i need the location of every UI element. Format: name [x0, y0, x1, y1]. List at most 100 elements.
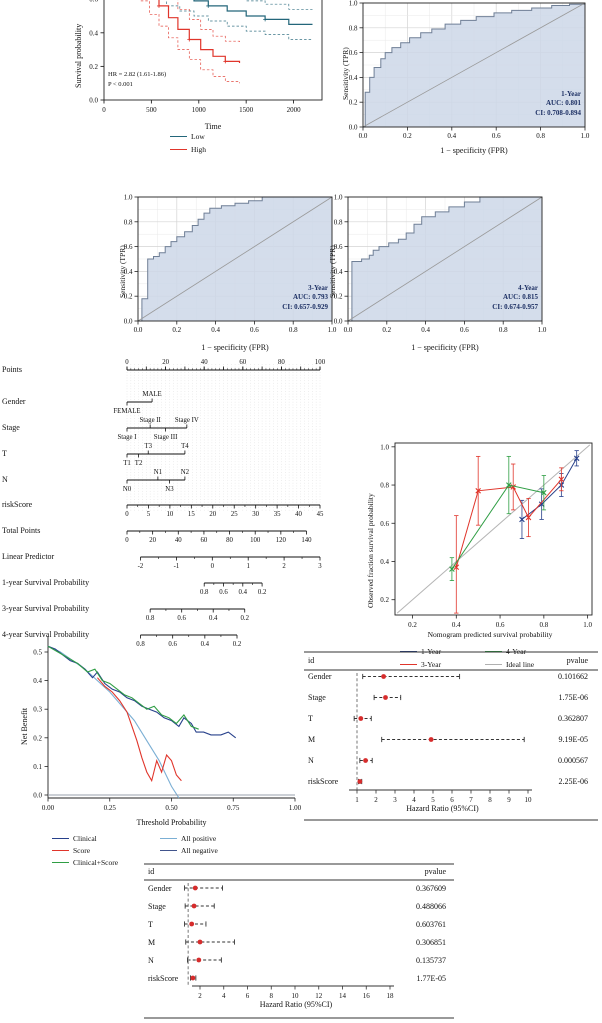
decision-legend-all-positive-line	[160, 838, 177, 839]
svg-text:0.50: 0.50	[165, 804, 178, 812]
forest1-row-id: riskScore	[308, 777, 339, 786]
nomogram-row-label-n: N	[2, 475, 8, 484]
roc4-ci-value: CI: 0.674-0.957	[492, 302, 538, 311]
svg-text:0.2: 0.2	[233, 641, 242, 648]
svg-text:1.0: 1.0	[124, 194, 133, 202]
calibration-plot: 0.2 0.2 0.4 0.4 0.6 0.6 0.8 0.8 1.0 1.0	[380, 442, 592, 629]
km-x-axis-label: Time	[204, 122, 222, 131]
svg-text:12: 12	[315, 992, 323, 1000]
roc1-x-axis-label: 1 − specificity (FPR)	[440, 146, 508, 155]
svg-text:0: 0	[125, 359, 129, 366]
svg-text:60: 60	[201, 537, 208, 544]
svg-text:0.8: 0.8	[136, 641, 145, 648]
forest2-header-id: id	[148, 867, 155, 876]
calibration-legend-4-year-line	[485, 651, 502, 652]
panel-nomogram: 0 20 40 60 80 100 FEMALE MALE Stage I Stage II Sta…	[0, 356, 346, 650]
forest2-row-id: M	[148, 937, 156, 947]
nomogram-row-label-1-year-survival: 1-year Survival Probability	[2, 578, 90, 587]
svg-text:0: 0	[211, 563, 215, 570]
roc1-ci-value: CI: 0.708-0.894	[535, 108, 581, 117]
svg-text:8: 8	[270, 992, 274, 1000]
svg-text:5: 5	[147, 511, 151, 518]
decision-legend-clinical-label: Clinical	[73, 834, 97, 843]
km-legend-item-low: Low	[170, 132, 205, 141]
svg-text:100: 100	[250, 537, 261, 544]
svg-text:0.4: 0.4	[239, 589, 248, 596]
svg-text:T2: T2	[135, 460, 143, 467]
decision-legend-score: Score	[52, 846, 90, 855]
forest1-row-pvalue: 2.25E-06	[558, 777, 588, 786]
svg-text:2: 2	[282, 563, 286, 570]
svg-text:0.1: 0.1	[33, 763, 42, 771]
roc4-auc-value: AUC: 0.815	[503, 293, 538, 302]
svg-text:140: 140	[301, 537, 312, 544]
svg-text:0.4: 0.4	[421, 326, 430, 334]
svg-text:0.8: 0.8	[289, 326, 298, 334]
forest-multivariate-plot: 1 2 3 4 5 6 7 8 9 10	[304, 651, 598, 821]
km-legend-high-label: High	[191, 145, 206, 154]
forest-univariate-plot: 2 4 6 8 10 12 14 16 18	[144, 863, 454, 1019]
panel-forest-univariate: 2 4 6 8 10 12 14 16 18 id pvalue Gender 0.367609…	[140, 858, 458, 1022]
svg-text:0.2: 0.2	[408, 621, 417, 629]
forest1-row-id: M	[308, 735, 316, 744]
forest1-header: id pvalue	[308, 656, 588, 665]
svg-text:14: 14	[339, 992, 347, 1000]
forest1-row-m: M 9.19E-05	[308, 729, 588, 750]
panel-forest-multivariate: 1 2 3 4 5 6 7 8 9 10 id pvalue Gender 0.101662 St…	[300, 650, 602, 828]
svg-text:0.8: 0.8	[349, 24, 358, 32]
svg-text:8: 8	[488, 796, 492, 804]
svg-text:0.2: 0.2	[349, 99, 358, 107]
svg-text:0.8: 0.8	[499, 326, 508, 334]
svg-text:0.8: 0.8	[146, 615, 155, 622]
svg-text:0.8: 0.8	[200, 589, 209, 596]
roc3-y-axis-label: Sensitivity (TPR)	[118, 245, 127, 298]
decision-legend-score-line	[52, 850, 69, 851]
forest1-row-gender: Gender 0.101662	[308, 666, 588, 687]
forest2-row-pvalue: 0.603761	[416, 919, 446, 929]
svg-text:0.00: 0.00	[42, 804, 55, 812]
calibration-legend-1-year-line	[400, 651, 417, 652]
decision-legend-clinical-score: Clinical+Score	[52, 858, 118, 867]
svg-text:2: 2	[198, 992, 202, 1000]
svg-text:0.4: 0.4	[209, 615, 218, 622]
svg-text:N2: N2	[181, 469, 190, 476]
forest2-row-pvalue: 0.367609	[416, 883, 446, 893]
forest1-row-riskscore: riskScore 2.25E-06	[308, 771, 588, 792]
svg-text:20: 20	[209, 511, 216, 518]
svg-text:40: 40	[201, 359, 208, 366]
forest1-row-pvalue: 1.75E-06	[558, 693, 588, 702]
svg-text:FEMALE: FEMALE	[113, 408, 140, 415]
panel-roc-4-year: 0.0 0.0 0.2 0.2 0.4 0.4 0.6 0.6 0.8 0.8 1.0 1.0 Sen…	[320, 190, 565, 362]
svg-text:45: 45	[317, 511, 324, 518]
svg-text:0.4: 0.4	[89, 29, 98, 37]
km-annotation: HR = 2.82 (1.61-1.86) P < 0.001	[108, 70, 166, 90]
svg-text:0.6: 0.6	[250, 326, 259, 334]
roc3-auc-annotation: 3-Year AUC: 0.793 CI: 0.657-0.929	[216, 284, 328, 312]
calibration-y-axis-label: Observed fraction survival probability	[366, 493, 375, 608]
calibration-legend-ideal-line-sample	[485, 664, 502, 665]
svg-text:500: 500	[146, 106, 157, 114]
nomogram-row-label-t: T	[2, 449, 7, 458]
svg-text:6: 6	[246, 992, 250, 1000]
calibration-legend-1-year-label: 1-Year	[421, 647, 442, 656]
forest2-row-n: N 0.135737	[148, 951, 446, 969]
roc3-ci-value: CI: 0.657-0.929	[282, 302, 328, 311]
nomogram-row-label-total-points: Total Points	[2, 526, 41, 535]
forest1-row-pvalue: 9.19E-05	[558, 735, 588, 744]
svg-text:0.2: 0.2	[258, 589, 267, 596]
svg-text:0.4: 0.4	[349, 74, 358, 82]
forest2-row-id: Stage	[148, 901, 166, 911]
svg-text:5: 5	[431, 796, 435, 804]
svg-text:16: 16	[363, 992, 371, 1000]
svg-text:0.6: 0.6	[334, 243, 343, 251]
svg-text:3: 3	[318, 563, 322, 570]
nomogram-row-label-4-year-survival: 4-year Survival Probability	[2, 630, 90, 639]
svg-text:25: 25	[231, 511, 238, 518]
decision-legend-all-negative: All negative	[160, 846, 218, 855]
svg-text:0.4: 0.4	[33, 677, 42, 685]
svg-text:9: 9	[507, 796, 511, 804]
roc4-x-axis-label: 1 − specificity (FPR)	[411, 343, 479, 352]
svg-text:0.2: 0.2	[89, 63, 98, 71]
roc4-auc-annotation: 4-Year AUC: 0.815 CI: 0.674-0.957	[426, 284, 538, 312]
